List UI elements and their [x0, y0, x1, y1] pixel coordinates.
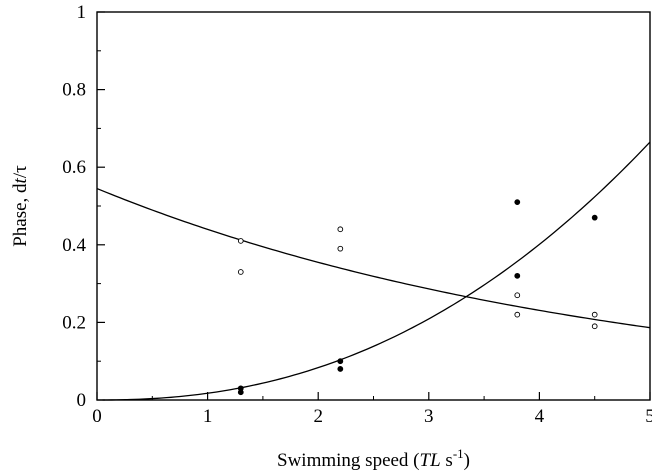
open-point [591, 323, 598, 330]
filled-point [237, 389, 244, 396]
y-axis-label: Phase, dt/τ [10, 165, 31, 247]
filled-point [514, 199, 521, 206]
filled-point [591, 214, 598, 221]
x-tick-label: 3 [424, 406, 434, 427]
filled-point [514, 272, 521, 279]
y-tick-label: 0.4 [62, 235, 86, 256]
plot-frame [96, 11, 651, 401]
x-tick-label: 1 [203, 406, 213, 427]
open-point [337, 226, 344, 233]
open-point [237, 238, 244, 244]
y-tick-label: 0.2 [62, 312, 86, 333]
open-point [591, 311, 598, 318]
filled-point [337, 358, 344, 365]
fit-curve-series-2 [96, 187, 651, 329]
filled-point [337, 366, 344, 372]
x-tick-label: 4 [535, 406, 545, 427]
x-tick-label: 5 [645, 406, 652, 427]
y-tick-label: 0.6 [62, 157, 86, 178]
x-tick-label: 2 [313, 406, 323, 427]
axes: 0 1 2 3 4 5 0 0.2 0.4 0.6 0.8 1 [62, 2, 652, 427]
fit-curves [96, 141, 651, 401]
open-point [237, 269, 244, 275]
x-tick-label: 0 [92, 406, 102, 427]
y-tick-label: 0.8 [62, 80, 86, 101]
fit-curve-series-1 [102, 141, 651, 401]
open-point [514, 292, 521, 299]
open-point [514, 311, 521, 318]
x-axis-label: Swimming speed (TL s-1) [277, 446, 470, 471]
y-tick-label: 1 [77, 2, 87, 23]
data-points [237, 199, 598, 396]
y-tick-label: 0 [77, 390, 87, 411]
open-point [337, 245, 344, 252]
